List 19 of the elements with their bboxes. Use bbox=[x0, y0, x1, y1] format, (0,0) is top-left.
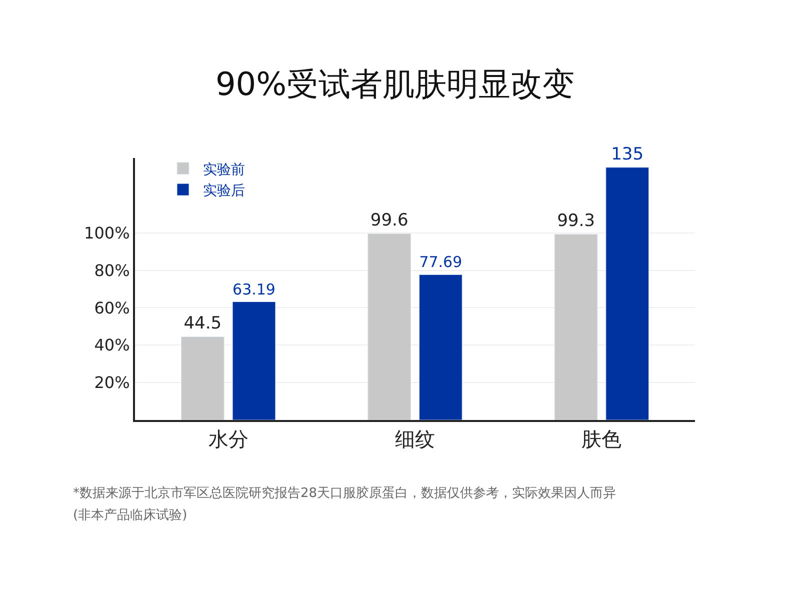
data-label: 44.5 bbox=[184, 314, 222, 334]
text: *数据来源于北京市军区总医院研究报告28天口服胶原蛋白，数据仅供参考，实际效果因人而异 bbox=[73, 486, 616, 501]
y-tick-label: 80% bbox=[94, 260, 130, 280]
x-tick-label: 细纹 bbox=[395, 427, 435, 451]
x-tick-label: 水分 bbox=[208, 427, 248, 451]
data-label: 77.69 bbox=[419, 253, 462, 272]
x-tick-label: 肤色 bbox=[582, 427, 622, 451]
data-label: 99.3 bbox=[557, 211, 595, 232]
legend-label: 实验前 bbox=[203, 162, 245, 178]
y-tick-label: 40% bbox=[94, 336, 130, 355]
y-tick-label: 100% bbox=[84, 223, 130, 242]
y-tick-label: 20% bbox=[94, 373, 130, 392]
data-label: 99.6 bbox=[370, 210, 408, 231]
data-label: 135 bbox=[611, 144, 644, 164]
text: (非本产品临床试验) bbox=[73, 508, 188, 523]
data-label: 63.19 bbox=[232, 280, 276, 298]
legend-label: 实验后 bbox=[203, 183, 245, 200]
chart-title: 90%受试者肌肤明显改变 bbox=[215, 64, 575, 103]
y-tick-label: 60% bbox=[94, 298, 130, 318]
